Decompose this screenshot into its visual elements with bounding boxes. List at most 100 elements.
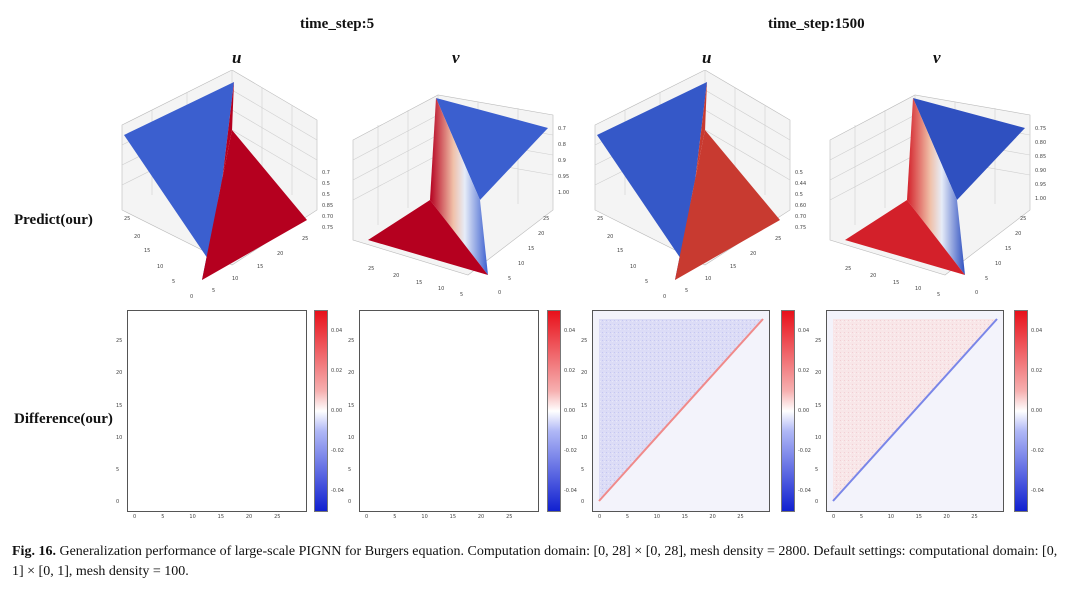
z-tick: 0.80 (1035, 140, 1046, 146)
x-tick: 20 (750, 251, 756, 257)
heatmap-y-tick: 5 (581, 466, 585, 473)
header-var-v-1: v (452, 48, 460, 67)
heatmap-x-tick: 15 (681, 514, 688, 520)
heatmap-y-tick: 20 (116, 370, 123, 377)
z-tick: 0.5 (795, 192, 803, 198)
heatmap-x-tick: 20 (245, 514, 253, 520)
y-tick: 25 (1020, 216, 1026, 222)
x-tick: 10 (705, 276, 711, 282)
y-tick: 5 (985, 276, 988, 282)
x-tick: 5 (460, 292, 463, 298)
y-tick: 25 (124, 216, 130, 222)
heatmap-x-tick: 20 (709, 514, 716, 520)
caption-text: Generalization performance of large-scal… (12, 544, 1058, 579)
z-tick: 0.44 (795, 181, 806, 187)
colorbar-tick: 0.00 (564, 408, 576, 414)
surface-low-region (845, 200, 965, 275)
z-tick: 0.9 (558, 158, 566, 164)
heatmap-y-tick: 10 (815, 434, 822, 441)
y-tick: 15 (144, 248, 150, 254)
heatmap-y-tick: 25 (815, 338, 822, 345)
heatmap-x-tick: 10 (189, 514, 196, 520)
z-tick: 0.95 (1035, 182, 1046, 188)
y-tick: 0 (975, 290, 978, 296)
y-tick: 20 (607, 234, 613, 240)
colorbar-tick: 0.04 (564, 328, 576, 334)
colorbar-tick: -0.04 (1031, 488, 1044, 494)
x-tick: 10 (438, 286, 444, 292)
z-tick: 0.95 (558, 174, 569, 180)
heatmap-x-tick: 5 (161, 514, 165, 520)
figure-caption: Fig. 16. Generalization performance of l… (12, 542, 1072, 582)
y-tick: 20 (134, 234, 140, 240)
surface-plot-v-t1500: 0.75 0.80 0.85 0.90 0.95 1.00 25 20 15 1… (829, 94, 1046, 298)
header-var-u-1: u (232, 48, 242, 67)
y-tick: 0 (498, 290, 501, 296)
y-tick: 20 (538, 231, 544, 237)
z-tick: 0.7 (322, 170, 330, 176)
header-var-u-2: u (702, 48, 712, 67)
x-tick: 15 (416, 280, 422, 286)
colorbar-tick: -0.04 (564, 488, 577, 494)
heatmap-diff-v-t5 (359, 310, 539, 512)
colorbar-tick: 0.02 (798, 368, 810, 374)
y-tick: 0 (190, 294, 193, 300)
z-tick: 0.70 (322, 214, 333, 220)
heatmap-x-tick: 10 (653, 514, 661, 520)
heatmap-y-tick: 25 (348, 338, 355, 345)
surface-low-region (368, 200, 488, 275)
heatmap-diff-v-t1500 (826, 310, 1004, 512)
z-tick: 0.70 (795, 214, 806, 220)
heatmap-x-tick: 0 (832, 514, 836, 520)
heatmap-x-tick: 20 (943, 514, 950, 520)
colorbar-tick: 0.02 (1031, 368, 1043, 374)
heatmap-x-tick: 25 (274, 514, 281, 520)
heatmap-y-tick: 10 (348, 434, 355, 441)
heatmap-y-tick: 0 (348, 499, 352, 505)
x-tick: 20 (870, 273, 876, 279)
heatmap-x-tick: 15 (217, 514, 225, 520)
row-label-predict: Predict(our) (14, 212, 93, 228)
heatmap-y-tick: 0 (581, 499, 585, 505)
z-tick: 0.85 (322, 203, 333, 209)
colorbar-tick: 0.04 (331, 328, 343, 334)
heatmap-y-tick: 5 (815, 466, 819, 473)
x-tick: 25 (845, 266, 851, 272)
heatmap-x-tick: 25 (737, 514, 744, 520)
row-label-difference: Difference(our) (14, 411, 113, 427)
x-tick: 10 (232, 276, 238, 282)
z-tick: 1.00 (558, 190, 569, 196)
y-tick: 5 (508, 276, 511, 282)
heatmap-y-tick: 5 (116, 466, 120, 473)
surface-low-region (202, 130, 307, 280)
colorbar-tick: -0.04 (798, 488, 811, 494)
surface-plot-u-t1500: 0.5 0.44 0.5 0.60 0.70 0.75 25 20 15 10 … (594, 70, 806, 300)
x-tick: 25 (775, 236, 781, 242)
caption-label: Fig. 16. (12, 544, 56, 559)
heatmap-x-tick: 25 (971, 514, 978, 520)
colorbar-tick: 0.00 (1031, 408, 1043, 414)
x-tick: 15 (730, 264, 736, 270)
colorbar-tick: 0.02 (331, 368, 343, 374)
x-tick: 15 (257, 264, 263, 270)
x-tick: 5 (685, 288, 688, 294)
x-tick: 5 (212, 288, 215, 294)
heatmap-y-tick: 20 (348, 370, 355, 377)
z-tick: 0.8 (558, 142, 566, 148)
header-time-step-5: time_step:5 (300, 16, 375, 32)
heatmap-y-tick: 10 (116, 434, 123, 441)
colorbar-tick: 0.00 (331, 408, 343, 414)
x-tick: 20 (277, 251, 283, 257)
colorbar-tick: -0.04 (331, 488, 344, 494)
heatmap-y-tick: 10 (581, 434, 588, 441)
z-tick: 0.90 (1035, 168, 1046, 174)
y-tick: 15 (1005, 246, 1011, 252)
heatmap-y-tick: 15 (116, 402, 123, 409)
heatmap-pattern (598, 318, 764, 502)
colorbar-tick: 0.00 (798, 408, 810, 414)
heatmap-y-tick: 25 (581, 338, 588, 345)
surface-high-region (436, 98, 548, 200)
heatmap-y-tick: 20 (815, 370, 822, 377)
heatmap-diff-u-t5 (127, 310, 307, 512)
colorbar-u-t5 (314, 310, 328, 512)
